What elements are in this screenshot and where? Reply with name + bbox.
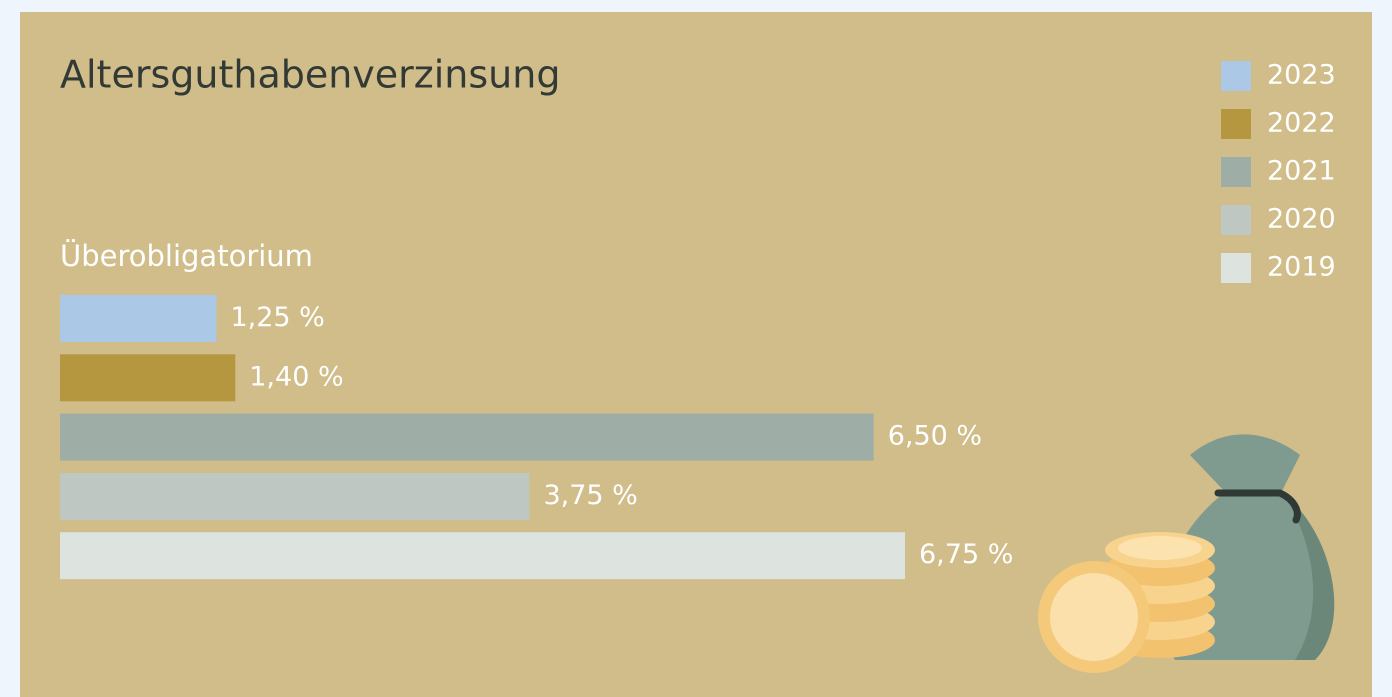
- legend-swatch: [1221, 205, 1251, 235]
- value-label: 6,50 %: [888, 421, 982, 452]
- legend-swatch: [1221, 253, 1251, 283]
- value-label: 3,75 %: [543, 480, 637, 511]
- bar: [60, 413, 874, 461]
- legend-swatch: [1221, 61, 1251, 91]
- legend-label: 2020: [1267, 204, 1336, 235]
- bar: [60, 295, 217, 342]
- money-illustration: [1038, 434, 1335, 673]
- legend-swatch: [1221, 109, 1251, 139]
- legend-label: 2023: [1267, 60, 1336, 91]
- bar: [60, 472, 530, 520]
- value-label: 1,25 %: [230, 302, 324, 333]
- value-label: 1,40 %: [249, 361, 343, 392]
- bar: [60, 354, 236, 402]
- chart-title: Altersguthabenverzinsung: [60, 53, 560, 97]
- legend-swatch: [1221, 157, 1251, 187]
- value-label: 6,75 %: [919, 539, 1013, 570]
- legend-label: 2022: [1267, 108, 1336, 139]
- legend-label: 2019: [1267, 252, 1336, 283]
- bar: [60, 532, 905, 580]
- legend-label: 2021: [1267, 156, 1336, 187]
- category-label: Überobligatorium: [60, 239, 313, 273]
